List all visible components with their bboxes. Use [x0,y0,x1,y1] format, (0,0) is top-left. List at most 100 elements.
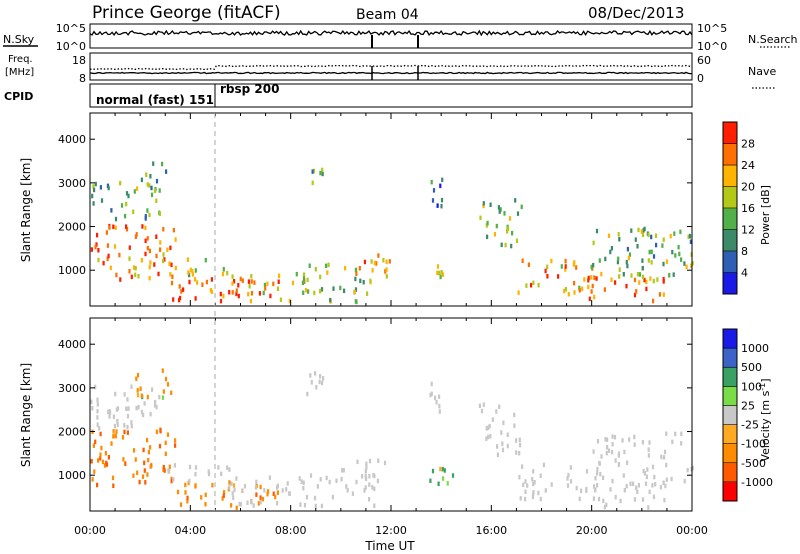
echo-cell [135,376,138,381]
echo-cell [219,298,223,304]
echo-cell [118,252,121,258]
echo-cell [592,449,595,454]
echo-cell [583,277,586,282]
echo-cell [188,272,191,278]
echo-cell [95,242,98,247]
echo-cell [143,468,146,473]
echo-cell [108,414,111,419]
echo-cell [144,480,147,485]
echo-cell [158,211,162,216]
echo-cell [172,227,175,233]
echo-cell [196,280,199,285]
echo-cell [653,474,656,480]
echo-cell [431,198,435,203]
echo-cell [97,248,100,253]
echo-cell [361,474,364,479]
echo-cell [609,487,612,492]
echo-cell [485,436,488,441]
echo-cell [266,281,269,287]
echo-cell [104,451,107,456]
echo-cell [319,170,322,176]
echo-cell [191,269,194,274]
echo-cell [600,454,603,459]
echo-cell [325,475,328,481]
echo-cell [368,458,372,464]
colorbar-tick-label: 16 [741,202,755,215]
echo-cell [305,495,309,500]
echo-cell [299,502,302,507]
echo-cell [223,490,226,495]
x-tick-label: 08:00 [275,524,307,537]
echo-cell [569,479,573,484]
echo-cell [377,253,380,258]
echo-cell [233,487,236,493]
echo-cell [111,475,115,481]
echo-cell [594,487,597,493]
echo-cell [166,432,170,437]
echo-cell [285,487,288,492]
colorbar-segment [723,186,737,209]
echo-cell [141,474,145,479]
echo-cell [665,259,668,264]
echo-cell [194,483,197,488]
echo-cell [659,484,662,490]
echo-cell [94,439,97,445]
echo-cell [132,473,135,478]
echo-cell [228,480,231,485]
echo-cell [170,262,173,268]
echo-cell [159,428,162,434]
echo-cell [250,291,254,296]
echo-cell [518,450,521,456]
echo-cell [439,466,442,472]
power-panel: 1000 2000 3000 4000 Slant Range [km] [19,112,694,307]
echo-cell [618,267,621,272]
echo-cell [364,485,367,490]
echo-cell [438,394,441,399]
echo-cell [496,452,499,457]
echo-cell [128,269,131,274]
echo-cell [636,489,639,495]
echo-cell [343,288,346,294]
echo-cell [626,460,629,465]
echo-cell [149,260,152,265]
echo-cell [146,394,149,400]
echo-cell [172,297,175,302]
echo-cell [99,185,102,190]
echo-cell [610,246,613,251]
echo-cell [278,273,281,278]
cpid-segment-rbsp: rbsp 200 [220,82,279,96]
echo-cell [115,272,118,278]
echo-cell [504,242,507,248]
echo-cell [673,231,676,236]
echo-cell [243,483,247,489]
echo-cell [186,499,189,504]
echo-cell [109,265,112,271]
echo-cell [247,291,250,297]
echo-cell [596,466,599,472]
x-tick-label: 00:00 [676,524,708,537]
echo-cell [480,408,484,414]
echo-cell [112,224,115,229]
echo-cell [168,261,171,266]
echo-cell [566,483,570,488]
echo-cell [97,458,100,463]
echo-cell [649,276,652,281]
echo-cell [314,503,317,509]
echo-cell [222,293,225,299]
echo-cell [165,169,168,174]
echo-cell [328,479,331,485]
echo-cell [434,395,437,401]
colorbar-segment [723,251,737,273]
echo-cell [633,434,636,440]
echo-cell [276,490,279,495]
echo-cell [173,463,176,468]
echo-cell [365,476,368,481]
echo-cell [385,267,388,272]
echo-cell [686,467,689,473]
echo-cell [354,267,357,273]
echo-cell [178,297,181,303]
echo-cell [578,285,581,291]
echo-cell [99,431,102,437]
echo-cell [151,387,154,392]
echo-cell [277,279,280,284]
